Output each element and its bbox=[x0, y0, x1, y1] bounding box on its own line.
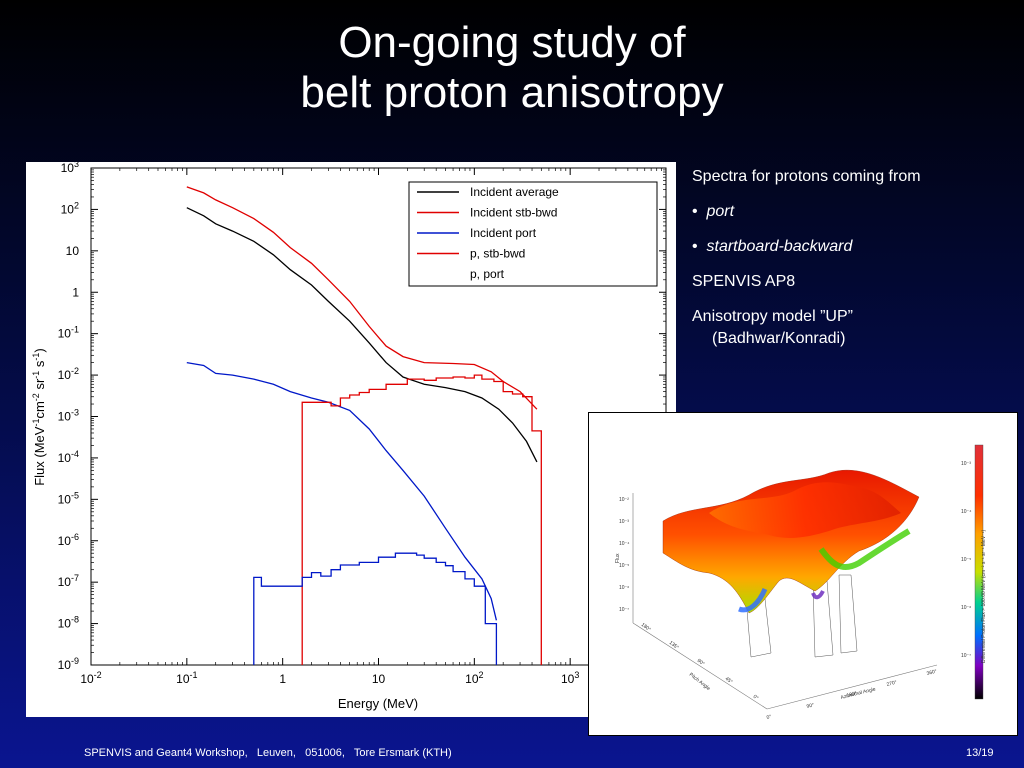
colorbar-label: Differential Proton Flux > 100.00 MeV (c… bbox=[981, 530, 987, 663]
z-tick-label: 10⁻⁴ bbox=[619, 541, 629, 547]
series-line-incident-stb-bwd bbox=[186, 186, 538, 410]
z-axis-label: Flux bbox=[615, 553, 621, 563]
surface-axes bbox=[632, 493, 938, 710]
y-tick-label: 1 bbox=[72, 285, 79, 299]
z-tick-label: 10⁻² bbox=[619, 497, 629, 503]
y-tick-label: 10-7 bbox=[58, 573, 79, 589]
x-axis-title: Energy (MeV) bbox=[338, 696, 418, 711]
az-tick-label: 0° bbox=[766, 714, 772, 721]
y-axis-title: Flux (MeV-1cm-2 sr-1 s-1) bbox=[31, 348, 47, 486]
surface-top-ridge bbox=[709, 482, 901, 538]
pitch-tick-label: 45° bbox=[724, 676, 734, 685]
pitch-tick-label: 135° bbox=[668, 640, 680, 651]
surface-front bbox=[662, 469, 920, 614]
page-number: 13/19 bbox=[966, 747, 994, 759]
model-text: SPENVIS AP8 bbox=[692, 273, 796, 290]
bullet-mark: • bbox=[692, 203, 698, 220]
x-tick-label: 1 bbox=[279, 672, 286, 686]
surface-plot-svg: 10⁻² 10⁻³ 10⁻⁴ 10⁻⁵ 10⁻⁶ 10⁻⁷ 180° 135° 90° 45° 0… bbox=[615, 444, 987, 721]
bullet-port-text: port bbox=[706, 203, 735, 220]
colorbar-tick-label: 10⁻³ bbox=[961, 461, 971, 467]
z-tick-label: 10⁻⁶ bbox=[619, 585, 629, 591]
az-axis bbox=[766, 664, 938, 710]
legend: Incident average Incident stb-bwd Incident… bbox=[408, 181, 658, 287]
y-tick-label: 10-4 bbox=[58, 449, 79, 465]
bullet-starboard: • startboard-backward bbox=[692, 236, 1012, 258]
colorbar-tick-label: 10⁻⁷ bbox=[961, 653, 971, 659]
pitch-axis bbox=[632, 622, 768, 710]
legend-label: Incident stb-bwd bbox=[470, 206, 557, 220]
surface-mesh bbox=[662, 469, 920, 614]
surface-green-band bbox=[818, 528, 911, 570]
pitch-tick-label: 90° bbox=[696, 658, 706, 667]
az-tick-label: 360° bbox=[926, 669, 937, 677]
title-line-2: belt proton anisotropy bbox=[300, 68, 724, 117]
pitch-axis-label: Pitch Angle bbox=[688, 672, 712, 692]
y-tick-label: 10-8 bbox=[58, 615, 79, 631]
colorbar-tick-label: 10⁻⁶ bbox=[961, 605, 971, 611]
series-line-incident-average bbox=[186, 207, 538, 463]
anisotropy-surface-plot: 10⁻² 10⁻³ 10⁻⁴ 10⁻⁵ 10⁻⁶ 10⁻⁷ 180° 135° 90° 45° 0… bbox=[588, 412, 1018, 736]
legend-box bbox=[408, 181, 658, 287]
well-3 bbox=[838, 574, 858, 654]
y-tick-label: 102 bbox=[61, 200, 79, 216]
x-tick-label: 10-2 bbox=[80, 670, 101, 686]
bullet-starboard-text: startboard-backward bbox=[706, 238, 853, 255]
pitch-tick-label: 0° bbox=[752, 694, 759, 702]
anisotropy-line-1: Anisotropy model ”UP” bbox=[692, 308, 853, 325]
series-group bbox=[186, 186, 542, 665]
bullet-port: • port bbox=[692, 201, 1012, 223]
z-ticks: 10⁻² 10⁻³ 10⁻⁴ 10⁻⁵ 10⁻⁶ 10⁻⁷ bbox=[619, 497, 629, 613]
flux-spectrum-chart: 103 102 10 1 10-1 10-2 10-3 10-4 10-5 10-6 10-7 10-… bbox=[26, 162, 676, 717]
legend-label: p, port bbox=[470, 267, 505, 281]
y-tick-label: 10-6 bbox=[58, 532, 79, 548]
az-tick-label: 270° bbox=[886, 680, 897, 688]
slide-title: On-going study of belt proton anisotropy bbox=[0, 18, 1024, 118]
x-tick-label: 103 bbox=[561, 670, 579, 686]
az-tick-label: 180° bbox=[846, 691, 857, 699]
pitch-ticks: 180° 135° 90° 45° 0° bbox=[640, 622, 759, 702]
intro-text: Spectra for protons coming from bbox=[692, 168, 921, 185]
y-tick-label: 10-5 bbox=[58, 490, 79, 506]
x-tick-label: 10 bbox=[372, 672, 386, 686]
colorbar bbox=[974, 444, 984, 700]
az-tick-label: 90° bbox=[806, 702, 815, 710]
series-line-incident-port bbox=[186, 361, 498, 621]
y-tick-label: 10-9 bbox=[58, 656, 79, 672]
x-tick-label: 102 bbox=[465, 670, 483, 686]
chart-svg: 10310210110-110-210-310-410-510-610-710-… bbox=[31, 162, 676, 711]
y-tick-label: 103 bbox=[61, 162, 79, 175]
x-tick-label: 10-1 bbox=[176, 670, 197, 686]
anisotropy-line-2: (Badhwar/Konradi) bbox=[712, 330, 846, 347]
z-tick-label: 10⁻³ bbox=[619, 519, 629, 525]
series-line-p-port bbox=[253, 552, 498, 665]
colorbar-tick-label: 10⁻⁵ bbox=[961, 557, 971, 563]
axis-ticks: 10310210110-110-210-310-410-510-610-710-… bbox=[58, 162, 676, 686]
series-line-p-stb-bwd bbox=[301, 374, 542, 665]
footer-text: SPENVIS and Geant4 Workshop, Leuven, 051… bbox=[84, 747, 452, 759]
side-notes: Spectra for protons coming from • port •… bbox=[692, 166, 1012, 363]
colorbar-tick-label: 10⁻⁴ bbox=[961, 509, 971, 515]
pitch-tick-label: 180° bbox=[640, 622, 652, 633]
legend-label: Incident port bbox=[470, 226, 537, 240]
y-tick-label: 10 bbox=[66, 244, 80, 258]
legend-label: p, stb-bwd bbox=[470, 247, 525, 261]
y-tick-label: 10-2 bbox=[58, 366, 79, 382]
z-tick-label: 10⁻⁷ bbox=[619, 607, 629, 613]
az-ticks: 0° 90° 180° 270° 360° bbox=[766, 669, 937, 721]
title-line-1: On-going study of bbox=[338, 18, 686, 67]
y-tick-label: 10-3 bbox=[58, 408, 79, 424]
z-tick-label: 10⁻⁵ bbox=[619, 563, 629, 569]
surface-blue-dip bbox=[738, 587, 768, 613]
legend-label: Incident average bbox=[470, 185, 559, 199]
colorbar-ticks: 10⁻³ 10⁻⁴ 10⁻⁵ 10⁻⁶ 10⁻⁷ bbox=[961, 461, 971, 659]
bullet-mark: • bbox=[692, 238, 698, 255]
surface-purple-dip bbox=[811, 590, 825, 600]
anisotropy-text: Anisotropy model ”UP” (Badhwar/Konradi) bbox=[692, 306, 1012, 350]
y-tick-label: 10-1 bbox=[58, 325, 79, 341]
